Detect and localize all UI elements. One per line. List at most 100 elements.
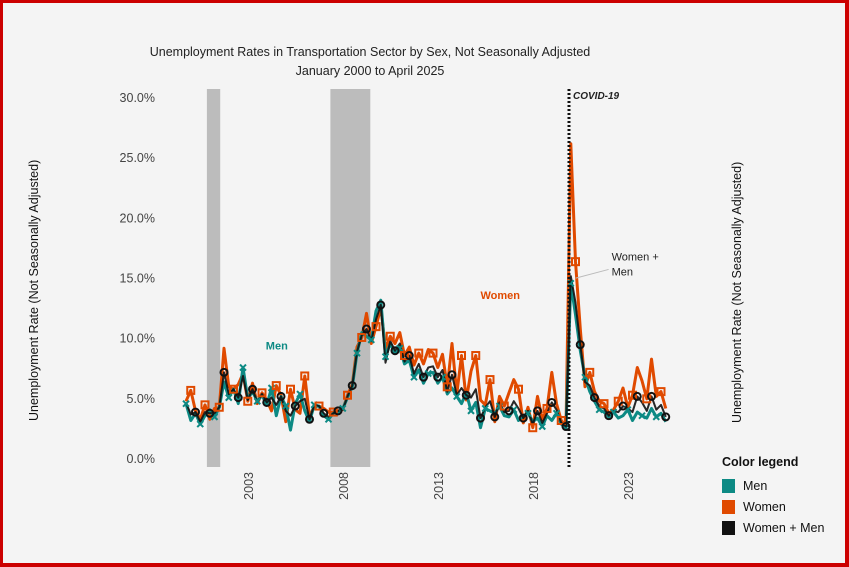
legend-item-women: Women <box>722 496 824 517</box>
y-tick-label: 15.0% <box>120 272 155 286</box>
data-point-women-men <box>590 393 599 403</box>
y-tick-label: 0.0% <box>127 452 156 466</box>
data-point-women <box>599 399 609 409</box>
data-point-women <box>556 415 566 425</box>
covid-label: COVID-19 <box>573 91 620 102</box>
data-point-men <box>538 422 546 431</box>
chart-title: Unemployment Rates in Transportation Sec… <box>149 45 591 59</box>
data-point-women-men <box>191 407 200 417</box>
women-men-annotation: Men <box>612 266 633 278</box>
legend-swatch-women-men <box>722 520 735 535</box>
data-point-women <box>528 423 538 433</box>
data-point-men <box>225 393 233 402</box>
data-point-women <box>229 384 238 394</box>
data-point-women <box>514 384 523 394</box>
data-point-women <box>571 257 580 267</box>
data-point-women <box>499 401 509 411</box>
legend-label-women: Women <box>743 499 786 514</box>
data-point-women <box>186 385 196 395</box>
data-point-women <box>286 384 295 394</box>
data-point-men <box>282 402 290 410</box>
legend-swatch-men <box>722 478 735 493</box>
data-point-women-men <box>390 346 400 356</box>
data-point-women <box>243 396 253 406</box>
data-point-women-men <box>233 393 243 403</box>
data-point-men <box>552 409 561 417</box>
data-point-women-men <box>376 300 386 310</box>
data-point-men <box>367 336 375 344</box>
y-tick-label: 10.0% <box>120 332 155 346</box>
data-point-men <box>481 404 489 413</box>
data-point-women-men <box>618 401 628 411</box>
data-point-women-men <box>518 413 528 423</box>
data-point-men <box>410 373 418 381</box>
chart-subtitle: January 2000 to April 2025 <box>295 64 445 78</box>
annotation-pointer <box>575 268 609 279</box>
data-point-women-men <box>604 411 614 421</box>
data-point-women-men <box>290 401 300 411</box>
data-point-women-men <box>319 408 329 418</box>
series-line-women <box>184 142 668 430</box>
x-tick-label: 2013 <box>432 472 446 500</box>
data-point-women-men <box>305 414 314 424</box>
x-tick-label: 2003 <box>242 472 256 500</box>
data-point-women-men <box>333 406 343 416</box>
data-point-women <box>357 332 367 342</box>
data-point-women <box>314 401 324 411</box>
data-point-women <box>442 382 452 392</box>
data-point-women <box>457 351 466 361</box>
color-legend: Color legend Men Women Women + Men <box>722 455 824 538</box>
y-tick-label: 20.0% <box>120 211 155 225</box>
data-point-women-men <box>547 397 557 407</box>
y-tick-label: 25.0% <box>120 151 155 165</box>
data-point-women <box>542 403 552 413</box>
data-point-women-men <box>661 412 671 422</box>
data-point-women-men <box>262 397 272 407</box>
data-point-women <box>656 387 666 397</box>
data-point-women <box>385 331 395 341</box>
y-tick-label: 30.0% <box>120 91 155 105</box>
recession-band <box>330 89 371 467</box>
data-point-women <box>328 407 338 417</box>
women-annotation: Women <box>481 290 521 302</box>
y-tick-label: 5.0% <box>127 392 156 406</box>
data-point-women-men <box>647 391 656 401</box>
data-point-women-men <box>419 372 428 382</box>
data-point-women <box>371 322 381 332</box>
data-point-women-men <box>248 384 257 394</box>
data-point-women <box>428 348 438 358</box>
data-point-men <box>353 349 361 357</box>
data-point-women <box>271 381 281 391</box>
data-point-women-men <box>533 406 542 416</box>
data-point-women <box>300 371 310 381</box>
legend-label-men: Men <box>743 478 768 493</box>
data-point-men <box>467 407 475 415</box>
data-point-women <box>343 390 352 400</box>
legend-item-men: Men <box>722 475 824 496</box>
legend-item-women-men: Women + Men <box>722 517 824 538</box>
data-point-women <box>628 390 637 400</box>
data-point-women <box>485 375 495 385</box>
data-point-women <box>257 388 267 398</box>
data-point-women-men <box>205 408 215 418</box>
data-point-women-men <box>276 391 286 401</box>
data-point-women <box>613 396 623 406</box>
data-point-women-men <box>447 370 457 380</box>
data-point-men <box>196 420 204 428</box>
data-point-men <box>296 390 304 398</box>
data-point-women <box>414 348 424 358</box>
x-tick-label: 2018 <box>527 472 541 500</box>
data-point-men <box>453 392 461 401</box>
women-men-annotation: Women + <box>612 251 659 263</box>
men-annotation: Men <box>266 340 288 352</box>
data-point-men <box>182 399 190 408</box>
data-point-men <box>239 363 247 372</box>
data-point-women-men <box>347 381 357 391</box>
data-point-men <box>381 353 390 361</box>
x-tick-label: 2008 <box>337 472 351 500</box>
data-point-women-men <box>219 367 229 377</box>
x-tick-label: 2023 <box>622 472 636 500</box>
data-point-women <box>400 351 409 361</box>
